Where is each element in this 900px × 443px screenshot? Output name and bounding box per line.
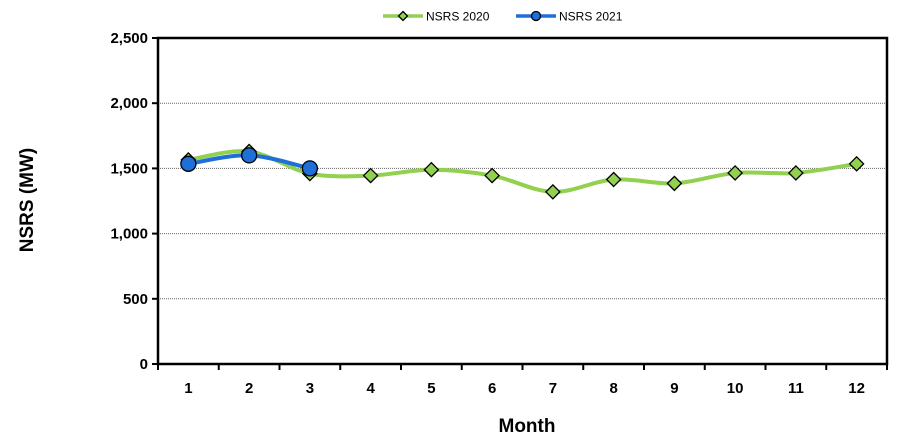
series-line [186, 149, 859, 194]
x-tick-label: 5 [427, 380, 435, 397]
data-point [605, 171, 622, 188]
data-point [301, 160, 319, 177]
x-tick-label: 4 [366, 380, 375, 397]
x-tick-label: 10 [727, 380, 744, 397]
y-tick-label: 1,000 [110, 226, 148, 243]
y-tick-label: 1,500 [110, 160, 148, 177]
x-tick-label: 9 [670, 380, 678, 397]
x-tick-label: 2 [245, 380, 253, 397]
x-tick-label: 8 [609, 380, 617, 397]
data-point [787, 165, 804, 181]
y-tick-label: 0 [140, 356, 148, 373]
plot-border [156, 36, 889, 366]
plot-area [156, 36, 889, 366]
y-tick-label: 2,500 [110, 30, 148, 47]
x-tick-label: 11 [788, 380, 804, 397]
x-tick-label: 1 [184, 380, 192, 397]
x-tick-label: 6 [488, 380, 496, 397]
data-point [727, 165, 744, 181]
y-axis-ticks: 0 500 1,000 1,500 2,000 2,500 [110, 30, 158, 373]
legend-item: NSRS 2021 [516, 10, 623, 24]
legend-label: NSRS 2021 [559, 10, 623, 24]
legend: NSRS 2020 NSRS 2021 [383, 10, 623, 24]
x-tick-label: 7 [549, 380, 557, 397]
x-tick-label: 12 [848, 380, 865, 397]
data-point [666, 175, 683, 192]
legend-item: NSRS 2020 [383, 10, 490, 24]
x-axis-title: Month [499, 416, 556, 437]
series-1 [180, 143, 865, 200]
x-axis-ticks: 1 2 3 4 5 6 7 8 9 10 11 12 [157, 364, 888, 397]
series-group [180, 143, 865, 200]
data-point [180, 155, 197, 172]
y-axis-title: NSRS (MW) [17, 148, 38, 252]
data-point [848, 155, 865, 172]
series-2 [180, 147, 319, 177]
data-point [530, 10, 542, 22]
gridlines [158, 102, 887, 300]
y-tick-label: 2,000 [110, 95, 148, 112]
data-point [423, 161, 440, 178]
y-tick-label: 500 [123, 291, 148, 308]
legend-label: NSRS 2020 [426, 10, 490, 24]
data-point [240, 147, 258, 164]
data-point [362, 167, 379, 184]
x-tick-label: 3 [306, 380, 314, 397]
data-point [544, 183, 561, 200]
data-point [397, 10, 409, 22]
data-point [484, 167, 501, 184]
